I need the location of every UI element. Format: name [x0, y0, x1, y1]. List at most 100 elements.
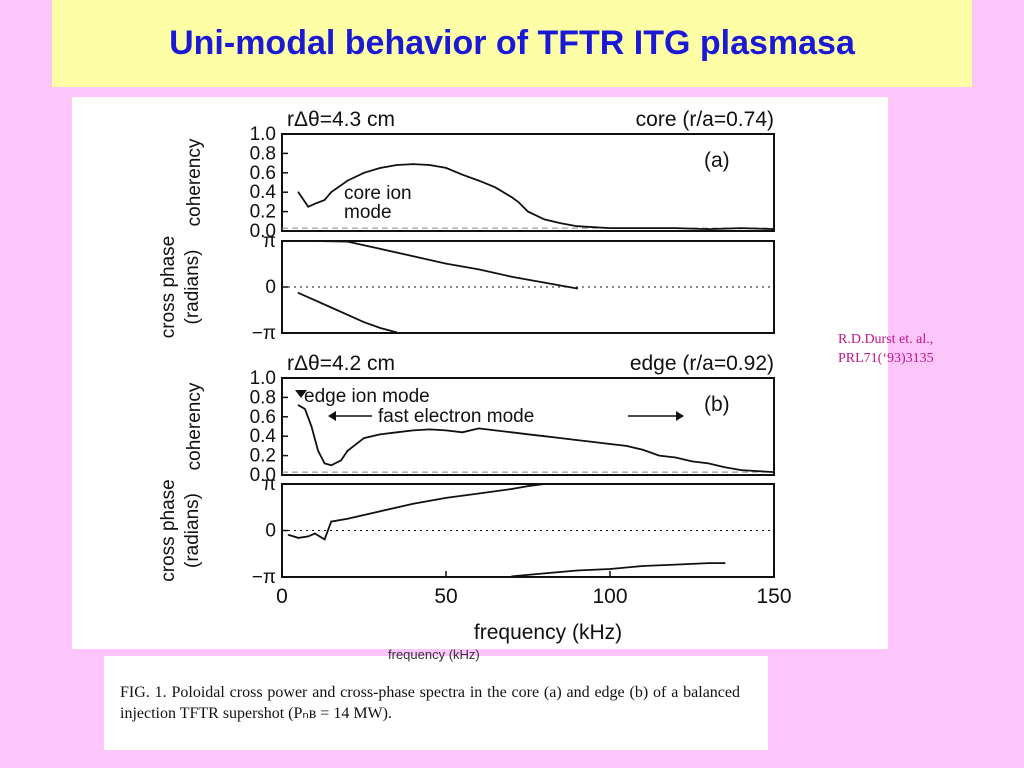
x-tick-label: 50 [434, 585, 457, 608]
panel-frame-a-coherency [281, 133, 775, 232]
annotation-fast-electron-mode: fast electron mode [378, 406, 534, 427]
data-point [592, 441, 595, 443]
data-point [478, 492, 480, 495]
y-tick-label: 0.6 [250, 163, 276, 184]
data-point [445, 497, 447, 499]
y-axis-label: cross phase [158, 479, 179, 581]
x-tick-label: 0 [276, 585, 288, 608]
caption-panel: frequency (kHz) FIG. 1. Poloidal cross p… [104, 647, 768, 750]
data-point [297, 404, 300, 406]
data-point [323, 538, 326, 541]
data-point [527, 485, 529, 487]
data-point [445, 167, 447, 169]
data-point [576, 439, 578, 441]
figure-panel: 1.0 0.8 0.6 0.4 0.2 0.0 coherency rΔθ=4.3 cm cor… [72, 97, 888, 649]
y-tick-label: 0.8 [250, 387, 276, 408]
data-point [510, 275, 513, 278]
data-point [543, 572, 546, 575]
data-point [543, 483, 546, 485]
data-point [307, 205, 310, 208]
panel-title-right: core (r/a=0.74) [636, 108, 774, 131]
data-point [543, 435, 546, 438]
data-point [478, 427, 480, 430]
data-point [478, 179, 480, 182]
data-point [297, 292, 300, 294]
data-point [330, 464, 333, 467]
y-tick-label: 0.4 [250, 182, 277, 203]
data-point [323, 462, 326, 465]
data-point [346, 179, 349, 182]
data-point [314, 203, 316, 205]
data-point [642, 227, 644, 229]
data-point [297, 537, 300, 539]
data-point [314, 240, 316, 242]
data-point [346, 517, 349, 520]
data-point [379, 248, 382, 250]
y-tick-label: 0.4 [250, 426, 277, 447]
data-point [707, 462, 710, 465]
data-point [674, 456, 677, 459]
data-point [363, 172, 365, 174]
data-point [740, 469, 742, 471]
data-point [396, 164, 398, 166]
data-point [576, 569, 578, 572]
data-point [412, 163, 415, 165]
data-point [314, 299, 316, 301]
arrow-head-icon [295, 390, 307, 398]
y-axis-label: cross phase [158, 236, 179, 338]
y-tick-label: π [263, 231, 276, 252]
data-point [527, 210, 529, 213]
data-point [346, 314, 349, 316]
y-tick-label: −π [252, 567, 276, 588]
data-point [494, 186, 497, 189]
panel-title-left: rΔθ=4.3 cm [287, 108, 395, 131]
y-axis-label-units: (radians) [182, 250, 203, 325]
data-point [510, 488, 513, 490]
panel-label: (a) [704, 149, 730, 172]
y-tick-label: 0.2 [250, 446, 276, 467]
data-point [560, 222, 562, 225]
data-point [428, 164, 431, 166]
data-point [658, 454, 660, 457]
y-axis-label-units: (radians) [182, 493, 203, 568]
data-point [428, 428, 431, 431]
y-tick-label: −π [252, 323, 276, 344]
data-point [304, 408, 306, 410]
data-point [461, 431, 464, 434]
data-point [609, 443, 611, 445]
figure-caption: FIG. 1. Poloidal cross power and cross-p… [120, 684, 740, 722]
data-point [510, 575, 513, 578]
series-line-a-cross-phase-0 [314, 240, 578, 290]
series-line-b-coherency-0 [297, 404, 775, 473]
data-point [310, 425, 313, 428]
data-point [330, 520, 333, 523]
data-point [773, 471, 775, 473]
title-banner: Uni-modal behavior of TFTR ITG plasmasa [52, 0, 972, 87]
data-point [707, 562, 710, 564]
citation-line-1: R.D.Durst et. al., [838, 332, 934, 347]
series-line-b-cross-phase-0 [288, 483, 545, 541]
data-point [674, 227, 677, 229]
data-point [609, 568, 611, 570]
arrow-right-icon [676, 411, 684, 421]
panel-title-right: edge (r/a=0.92) [630, 352, 774, 375]
caption-stray-text: frequency (kHz) [388, 647, 480, 662]
data-point [346, 240, 349, 243]
data-point [527, 433, 529, 436]
slide-title: Uni-modal behavior of TFTR ITG plasmasa [169, 24, 855, 62]
y-tick-label: 0.2 [250, 202, 276, 223]
data-point [773, 228, 775, 230]
data-point [510, 196, 513, 198]
data-point [379, 433, 382, 436]
panel-label: (b) [704, 393, 730, 416]
data-point [317, 449, 319, 452]
y-axis-label: coherency [184, 382, 205, 470]
data-point [396, 331, 398, 334]
y-tick-label: 0.0 [250, 465, 276, 486]
data-point [340, 459, 342, 462]
x-tick-label: 150 [756, 585, 791, 608]
panel-title-left: rΔθ=4.2 cm [287, 352, 395, 375]
data-point [396, 431, 398, 434]
data-point [287, 534, 290, 536]
